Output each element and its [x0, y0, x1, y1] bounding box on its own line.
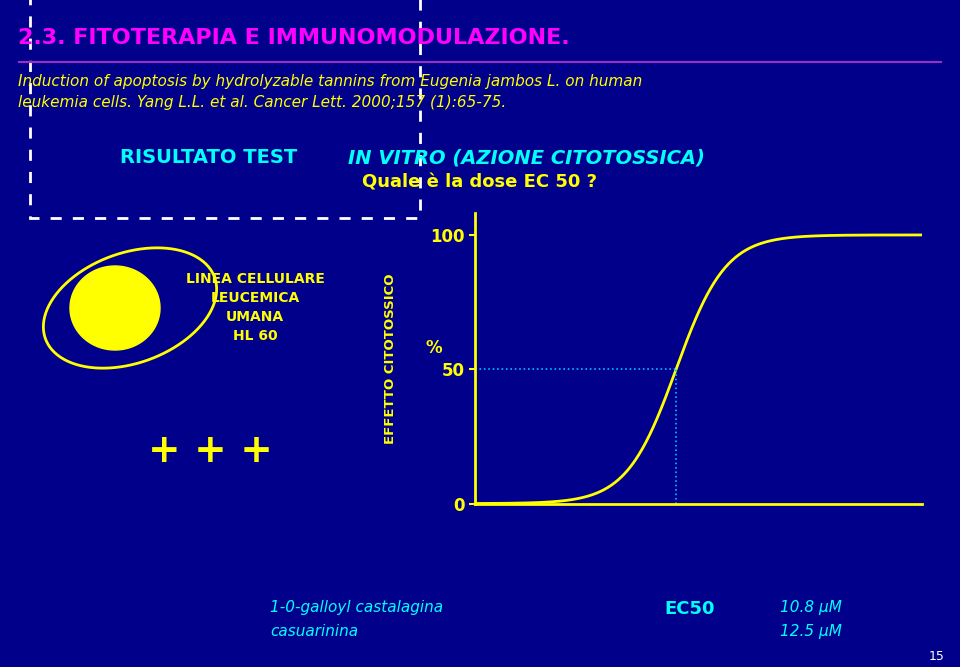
Text: 1-0-galloyl castalagina: 1-0-galloyl castalagina: [270, 600, 444, 615]
Text: LINEA CELLULARE: LINEA CELLULARE: [185, 272, 324, 286]
Text: leukemia cells. Yang L.L. et al. Cancer Lett. 2000;157 (1):65-75.: leukemia cells. Yang L.L. et al. Cancer …: [18, 95, 506, 110]
Text: IN VITRO (AZIONE CITOTOSSICA): IN VITRO (AZIONE CITOTOSSICA): [348, 148, 705, 167]
Polygon shape: [70, 266, 160, 350]
Text: Quale è la dose EC 50 ?: Quale è la dose EC 50 ?: [363, 173, 597, 191]
Text: RISULTATO TEST: RISULTATO TEST: [120, 148, 304, 167]
Text: + + +: + + +: [148, 432, 273, 470]
Text: HL 60: HL 60: [232, 329, 277, 343]
Text: LEUCEMICA: LEUCEMICA: [210, 291, 300, 305]
Text: 12.5 μM: 12.5 μM: [780, 624, 842, 639]
Text: Induction of apoptosis by hydrolyzable tannins from Eugenia jambos L. on human: Induction of apoptosis by hydrolyzable t…: [18, 74, 642, 89]
Text: EFFETTO CITOTOSSICO: EFFETTO CITOTOSSICO: [384, 273, 396, 444]
Text: casuarinina: casuarinina: [270, 624, 358, 639]
Text: EC50: EC50: [664, 600, 715, 618]
Text: 15: 15: [929, 650, 945, 663]
Text: 10.8 μM: 10.8 μM: [780, 600, 842, 615]
Text: UMANA: UMANA: [226, 310, 284, 324]
Text: 2.3. FITOTERAPIA E IMMUNOMODULAZIONE.: 2.3. FITOTERAPIA E IMMUNOMODULAZIONE.: [18, 28, 569, 48]
Text: %: %: [425, 340, 442, 358]
